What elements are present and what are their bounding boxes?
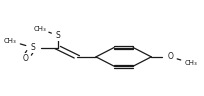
Text: CH₃: CH₃ xyxy=(33,26,46,32)
Text: CH₃: CH₃ xyxy=(184,60,197,66)
Text: O: O xyxy=(167,52,173,61)
Text: CH₃: CH₃ xyxy=(4,38,17,44)
Text: S: S xyxy=(55,31,60,40)
Text: S: S xyxy=(30,43,35,52)
Text: O: O xyxy=(23,54,29,63)
